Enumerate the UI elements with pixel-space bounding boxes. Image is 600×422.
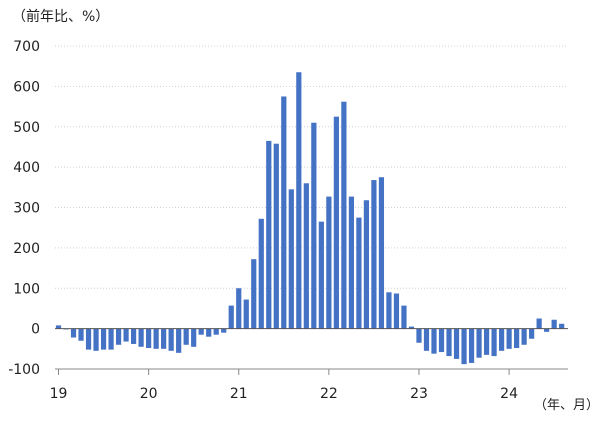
bar (85, 328, 92, 350)
bar (363, 200, 370, 329)
bar (146, 328, 152, 349)
bar (115, 328, 122, 345)
bar (78, 328, 84, 341)
bar (296, 72, 302, 329)
bar (431, 328, 437, 354)
bar (236, 288, 242, 329)
bar (176, 328, 182, 353)
bar (348, 196, 354, 329)
bar (416, 328, 422, 343)
y-tick-label: 300 (13, 201, 40, 217)
bar (514, 328, 520, 349)
bar (191, 328, 197, 347)
y-tick-label: -100 (8, 362, 40, 378)
bar (468, 328, 475, 363)
bar (108, 328, 114, 350)
bar (356, 217, 362, 329)
bar (326, 196, 332, 329)
bar (93, 328, 99, 351)
bar (123, 328, 129, 342)
bar (529, 328, 535, 339)
bar (491, 328, 497, 357)
bar (251, 259, 257, 329)
bar (476, 328, 482, 358)
bar (559, 323, 565, 329)
bar (168, 328, 174, 351)
bar (393, 293, 400, 329)
bar (206, 328, 212, 337)
bar (243, 299, 249, 329)
bar (100, 328, 107, 350)
bar (221, 328, 227, 333)
bar (311, 122, 317, 329)
y-tick-label: 700 (13, 39, 40, 55)
bar (258, 218, 264, 329)
x-year-label: 22 (320, 386, 338, 402)
bar (453, 328, 460, 359)
bar (273, 143, 279, 329)
bar (536, 318, 542, 329)
bar (438, 328, 445, 353)
bar (198, 328, 204, 335)
bar (386, 292, 392, 329)
x-year-label: 19 (50, 386, 68, 402)
y-tick-label: 0 (31, 322, 40, 338)
x-axis-unit-label: （年、月） (534, 398, 600, 413)
bar (153, 328, 159, 349)
y-tick-label: 200 (13, 241, 40, 257)
bar (423, 328, 430, 351)
bar (333, 116, 339, 329)
bar (483, 328, 490, 355)
bar (183, 328, 189, 345)
bar (408, 326, 415, 329)
y-tick-label: 400 (13, 160, 40, 176)
x-year-label: 23 (410, 386, 428, 402)
x-year-label: 21 (230, 386, 248, 402)
y-tick-label: 100 (13, 281, 40, 297)
bar (446, 328, 452, 357)
bar (213, 328, 219, 335)
bar (266, 140, 272, 329)
y-tick-label: 500 (13, 120, 40, 136)
bar (281, 96, 287, 329)
y-axis-unit-label: （前年比、%） (12, 9, 110, 25)
bar (378, 177, 385, 329)
x-year-label: 24 (500, 386, 518, 402)
bar (341, 101, 347, 329)
bar (498, 328, 505, 351)
bar (303, 183, 309, 329)
bar (371, 180, 377, 329)
bar (228, 305, 234, 329)
bar (544, 328, 550, 332)
bar (506, 328, 512, 349)
y-tick-label: 600 (13, 79, 40, 95)
bar (401, 305, 407, 329)
bar (131, 328, 137, 344)
bar (55, 325, 62, 329)
x-year-label: 20 (140, 386, 158, 402)
bar (70, 328, 77, 338)
bar (161, 328, 167, 349)
bar (521, 328, 527, 345)
bar (551, 319, 557, 329)
bar (288, 189, 294, 329)
bar (461, 328, 467, 365)
bar (138, 328, 144, 347)
bar (318, 221, 324, 329)
